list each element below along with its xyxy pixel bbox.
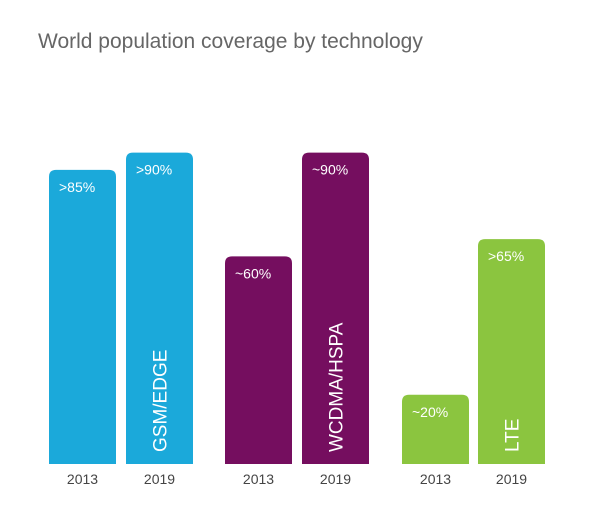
- value-label-gsm-edge-2019: >90%: [136, 162, 172, 178]
- value-label-gsm-edge-2013: >85%: [59, 179, 95, 195]
- year-label-lte-2019: 2019: [496, 471, 527, 487]
- group-label-wcdma-hspa: WCDMA/HSPA: [327, 322, 348, 452]
- value-label-wcdma-hspa-2013: ~60%: [235, 265, 271, 281]
- group-label-lte: LTE: [503, 419, 524, 452]
- year-label-gsm-edge-2013: 2013: [67, 471, 98, 487]
- year-label-wcdma-hspa-2019: 2019: [320, 471, 351, 487]
- year-label-gsm-edge-2019: 2019: [144, 471, 175, 487]
- chart-title: World population coverage by technology: [38, 30, 423, 53]
- value-label-lte-2019: >65%: [488, 248, 524, 264]
- bar-wcdma-hspa-2013: [225, 256, 292, 464]
- year-label-wcdma-hspa-2013: 2013: [243, 471, 274, 487]
- bar-gsm-edge-2019: [126, 152, 193, 464]
- year-label-lte-2013: 2013: [420, 471, 451, 487]
- bar-lte-2013: [402, 394, 469, 464]
- bar-gsm-edge-2013: [49, 169, 116, 464]
- bar-lte-2019: [478, 239, 545, 464]
- group-label-gsm-edge: GSM/EDGE: [151, 350, 172, 452]
- bar-wcdma-hspa-2019: [302, 152, 369, 464]
- value-label-wcdma-hspa-2019: ~90%: [312, 162, 348, 178]
- value-label-lte-2013: ~20%: [412, 404, 448, 420]
